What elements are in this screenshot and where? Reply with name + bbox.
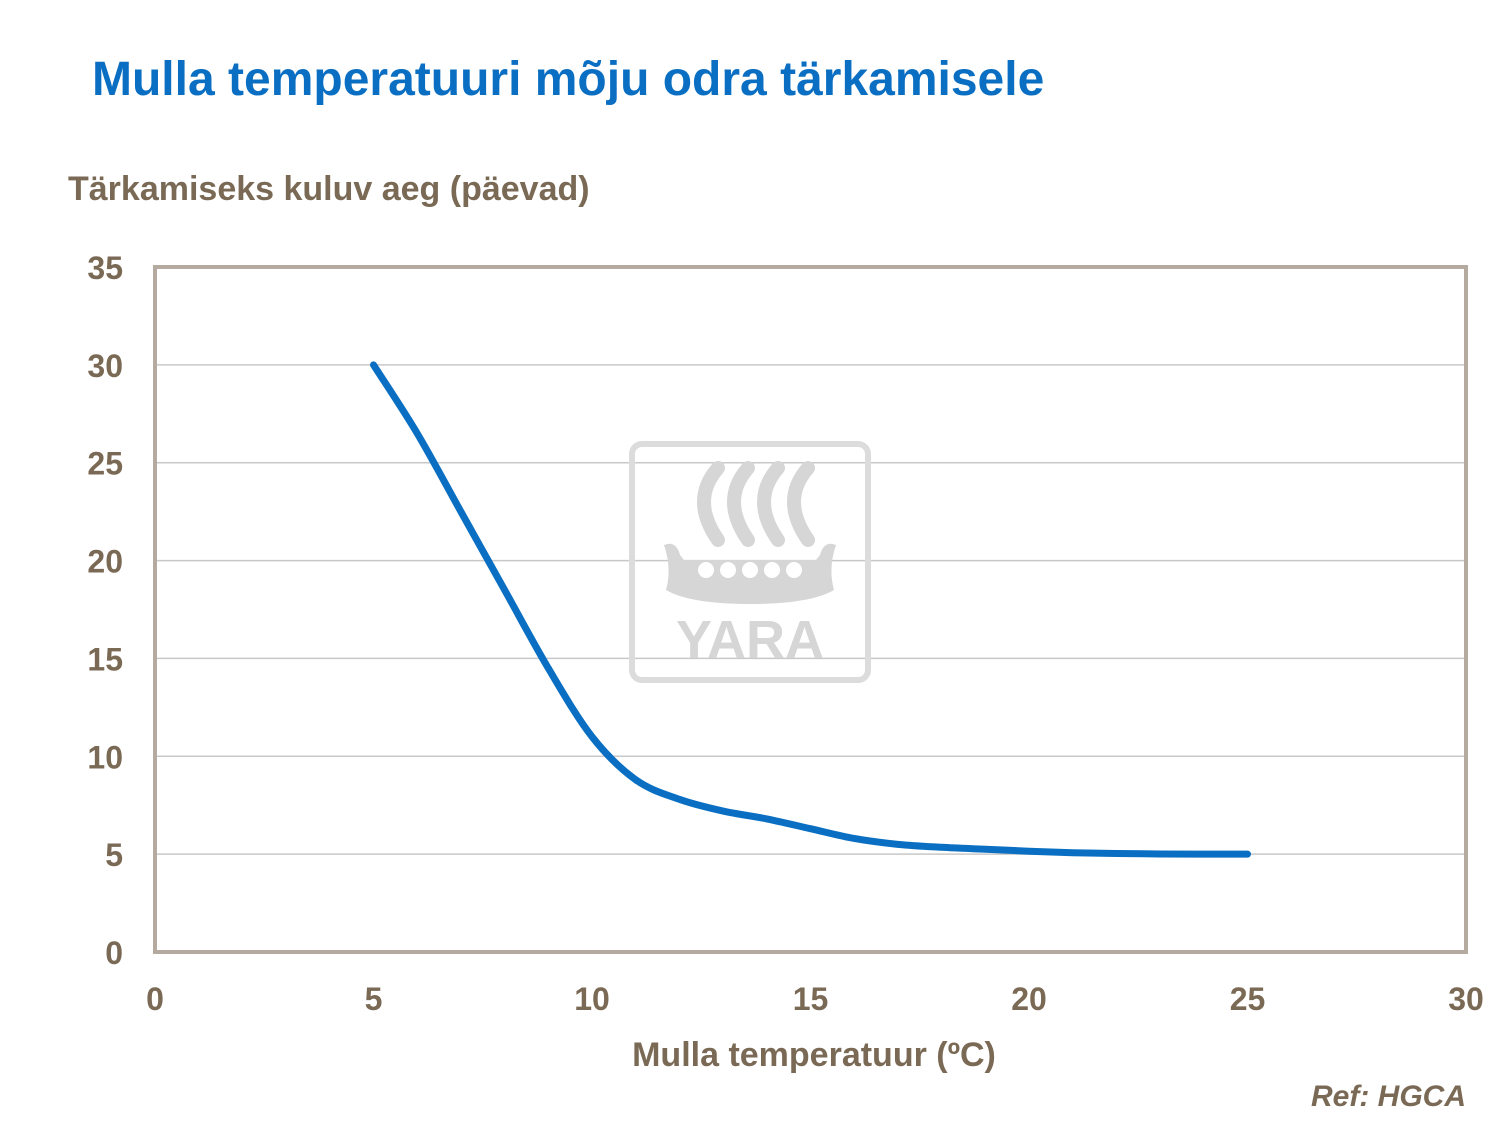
y-tick-label: 10: [87, 739, 123, 775]
x-tick-label: 20: [1011, 981, 1047, 1017]
y-tick-label: 35: [87, 250, 123, 286]
series-line: [370, 361, 1251, 858]
x-tick-label: 0: [146, 981, 164, 1017]
watermark-text: YARA: [676, 610, 824, 670]
y-tick-label: 30: [87, 348, 123, 384]
y-axis-label: Tärkamiseks kuluv aeg (päevad): [68, 170, 590, 208]
y-tick-label: 15: [87, 641, 123, 677]
plot-frame: [153, 265, 1468, 954]
reference-note: Ref: HGCA: [1311, 1080, 1466, 1113]
x-tick-label: 5: [365, 981, 383, 1017]
x-tick-labels: 0 5 10 15 20 25 30: [146, 981, 1484, 1017]
y-tick-labels: 0 5 10 15 20 25 30 35: [87, 250, 123, 971]
y-tick-label: 5: [105, 837, 123, 873]
viking-ship-icon: [697, 461, 815, 547]
ship-shields: [698, 562, 802, 578]
y-tick-label: 25: [87, 446, 123, 482]
chart-title: Mulla temperatuuri mõju odra tärkamisele: [92, 53, 1045, 106]
x-tick-label: 30: [1448, 981, 1484, 1017]
x-tick-label: 15: [793, 981, 829, 1017]
y-tick-label: 20: [87, 544, 123, 580]
x-tick-label: 10: [574, 981, 610, 1017]
x-axis-label: Mulla temperatuur (ºC): [632, 1036, 996, 1074]
y-tick-label: 0: [105, 935, 123, 971]
yara-watermark: YARA: [629, 441, 871, 683]
watermark-frame: [629, 441, 871, 683]
x-tick-label: 25: [1230, 981, 1266, 1017]
